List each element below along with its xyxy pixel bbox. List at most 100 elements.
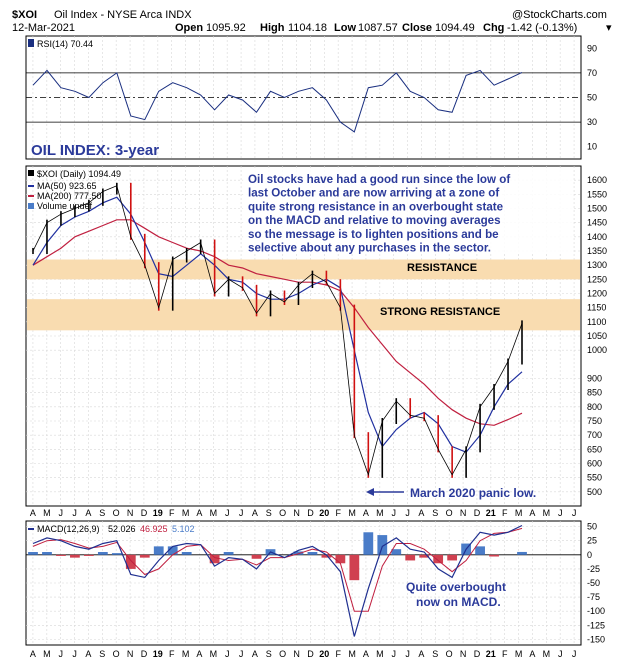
- macd-hist-bar: [391, 549, 402, 555]
- x-tick-label: 20: [319, 508, 329, 518]
- x-tick-label: D: [474, 649, 481, 659]
- x-tick-label: J: [58, 508, 63, 518]
- rsi-panel: 90 70 50 30 10 RSI(14) 70.44 OIL INDEX: 3-ye…: [25, 35, 597, 160]
- macd-hist-bar: [489, 554, 499, 557]
- x-tick-label: A: [85, 508, 91, 518]
- price-tick-label: 550: [587, 473, 602, 483]
- macd-hist-bar: [307, 552, 318, 555]
- price-tick-label: 1250: [587, 274, 607, 284]
- ma50-series-line: [32, 196, 523, 453]
- date-label: 12-Mar-2021: [12, 22, 75, 34]
- open-label: Open: [175, 22, 203, 34]
- price-tick-label: 1300: [587, 260, 607, 270]
- high-label: High: [260, 22, 285, 34]
- rsi-tick-label: 90: [587, 43, 597, 53]
- macd-tick-label: -150: [587, 634, 605, 644]
- x-tick-label: J: [225, 649, 230, 659]
- macd-tick-label: -50: [587, 578, 600, 588]
- x-tick-label: M: [210, 649, 218, 659]
- x-tick-label: A: [252, 508, 258, 518]
- price-tick-label: 1100: [587, 317, 606, 327]
- x-tick-label: M: [376, 649, 384, 659]
- chart-header: $XOI Oil Index - NYSE Arca INDX @StockCh…: [12, 9, 612, 34]
- ma50-legend-text: MA(50) 923.65: [37, 181, 97, 191]
- rsi-legend: RSI(14) 70.44: [37, 39, 93, 49]
- x-tick-label: S: [432, 508, 438, 518]
- x-tick-label: M: [543, 649, 551, 659]
- symbol-label: $XOI: [12, 9, 37, 21]
- chg-down-icon: ▾: [606, 22, 612, 34]
- x-tick-label: O: [113, 649, 120, 659]
- macd-hist-bar: [377, 535, 388, 555]
- x-tick-label: A: [196, 508, 202, 518]
- panic-low-label: March 2020 panic low.: [410, 486, 536, 500]
- x-tick-label: M: [43, 508, 51, 518]
- x-tick-label: M: [348, 649, 356, 659]
- x-tick-label: D: [474, 508, 481, 518]
- x-tick-label: 20: [319, 649, 329, 659]
- hist-legend-value: 5.102: [172, 524, 195, 534]
- macd-hist-bar: [335, 554, 346, 564]
- x-tick-label: A: [196, 649, 202, 659]
- macd-hist-bar: [419, 554, 430, 558]
- price-tick-label: 700: [587, 430, 602, 440]
- x-tick-label: 21: [486, 649, 496, 659]
- x-tick-label: O: [279, 649, 286, 659]
- price-tick-labels: 1600 1550 1500 1450 1400 1350 1300 1250 1200 1150…: [587, 175, 607, 497]
- x-tick-label: A: [30, 649, 36, 659]
- chg-label: Chg: [483, 22, 504, 34]
- macd-hist-bar: [517, 551, 527, 555]
- price-tick-label: 1550: [587, 189, 607, 199]
- x-tick-label: F: [502, 508, 508, 518]
- x-tick-label: F: [335, 649, 341, 659]
- x-tick-label: N: [127, 649, 134, 659]
- x-tick-label: A: [85, 649, 91, 659]
- macd-hist-bar: [56, 554, 66, 556]
- macd-hist-bar: [42, 552, 52, 555]
- price-tick-label: 1200: [587, 289, 607, 299]
- price-tick-label: 1150: [587, 303, 606, 313]
- x-tick-label: A: [30, 508, 36, 518]
- price-tick-label: 1350: [587, 246, 607, 256]
- rsi-tick-label: 10: [587, 142, 597, 152]
- x-tick-label: J: [239, 508, 244, 518]
- resistance-zone: [27, 259, 580, 280]
- x-tick-label: F: [169, 508, 175, 518]
- macd-hist-bar: [139, 554, 150, 558]
- x-tick-label: J: [58, 649, 63, 659]
- x-tick-label: N: [460, 649, 467, 659]
- macd-legend: MACD(12,26,9) 52.026 46.925 5.102: [28, 524, 195, 534]
- price-tick-label: 650: [587, 444, 602, 454]
- macd-hist-bar: [447, 554, 458, 561]
- x-tick-label: J: [405, 649, 410, 659]
- comment-annotation: Oil stocks have had a good run since the…: [243, 168, 573, 255]
- low-label: Low: [334, 22, 356, 34]
- x-tick-label: D: [141, 649, 148, 659]
- x-tick-label: J: [572, 649, 577, 659]
- x-tick-label: 19: [153, 649, 163, 659]
- macd-panel: 50 25 0 -25 -50 -75 -100 -125 -150 MACD(12,26,9)…: [25, 520, 605, 646]
- x-tick-label: N: [460, 508, 467, 518]
- macd-hist-bar: [475, 546, 485, 555]
- rsi-tick-label: 50: [587, 93, 597, 103]
- macd-annotation-line-2: now on MACD.: [416, 595, 501, 609]
- rsi-series-line: [32, 69, 523, 133]
- macd-hist-bar: [223, 552, 234, 555]
- price-tick-label: 1400: [587, 232, 607, 242]
- price-panel: RESISTANCE STRONG RESISTANCE 1600 1550 150…: [25, 165, 607, 507]
- x-tick-label: J: [391, 508, 396, 518]
- price-tick-label: 1600: [587, 175, 607, 185]
- high-value: 1104.18: [288, 22, 327, 34]
- macd-tick-label: -75: [587, 592, 600, 602]
- price-series-line: [32, 185, 523, 477]
- x-tick-label: J: [558, 508, 563, 518]
- macd-tick-label: -25: [587, 564, 600, 574]
- x-tick-label: 21: [486, 508, 496, 518]
- chg-value: -1.42 (-0.13%): [507, 22, 577, 34]
- signal-legend-value: 46.925: [140, 524, 168, 534]
- price-tick-label: 1450: [587, 218, 607, 228]
- price-legend: $XOI (Daily) 1094.49 MA(50) 923.65 MA(20…: [28, 169, 121, 211]
- x-tick-label: O: [279, 508, 286, 518]
- x-tick-label: M: [43, 649, 51, 659]
